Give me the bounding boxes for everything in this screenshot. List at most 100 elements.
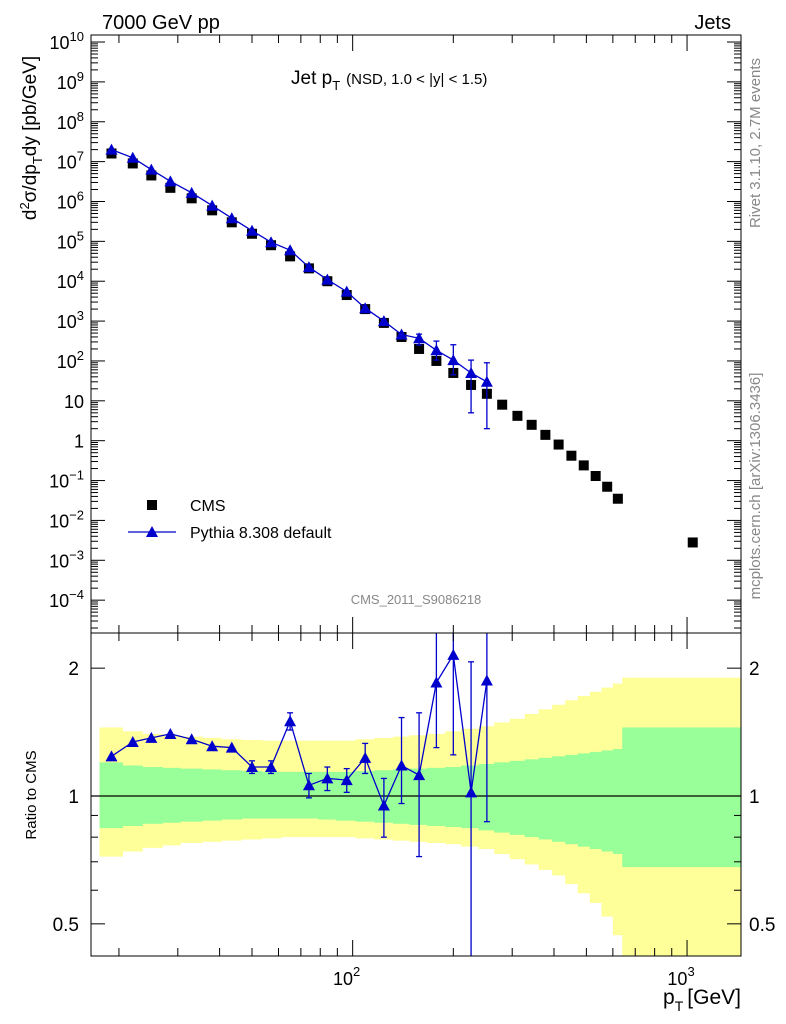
- band-inner-bin: [494, 762, 511, 833]
- pythia-ratio-point: [105, 750, 118, 762]
- plot-title: Jet pT (NSD, 1.0 < |y| < 1.5): [291, 68, 487, 93]
- pythia-ratio-point: [377, 799, 390, 811]
- pythia-point: [284, 244, 297, 256]
- x-tick-label: 102: [333, 964, 360, 989]
- ratio-y-tick-label-right: 0.5: [749, 915, 775, 936]
- ratio-y-ticks: [91, 667, 741, 925]
- pythia-point: [447, 354, 460, 366]
- main-y-tick-label: 104: [57, 268, 84, 292]
- band-inner-bin: [241, 771, 263, 819]
- cms-point: [687, 537, 698, 548]
- ratio-x-tick-labels: 102 103: [333, 964, 695, 989]
- band-inner-bin: [552, 756, 566, 842]
- cms-point: [566, 450, 577, 461]
- pythia-point: [126, 151, 139, 163]
- pythia-point: [395, 328, 408, 340]
- pythia-point: [185, 186, 198, 198]
- pythia-point: [105, 143, 118, 155]
- legend: CMS Pythia 8.308 default: [128, 498, 332, 542]
- pythia-point: [145, 163, 158, 175]
- band-inner-bin: [509, 760, 526, 835]
- pythia-ratio-point: [126, 736, 139, 748]
- main-y-tick-label: 10−1: [49, 468, 84, 492]
- cms-point: [590, 471, 601, 482]
- cms-point: [414, 343, 425, 354]
- cms-point: [146, 170, 157, 181]
- cms-point: [526, 419, 537, 430]
- pythia-ratio-series: [105, 633, 493, 956]
- main-y-tick-label: 1: [74, 432, 84, 452]
- pythia-point: [359, 302, 372, 314]
- pythia-point: [340, 285, 353, 297]
- pythia-ratio-point: [265, 761, 278, 773]
- main-y-tick-label: 1010: [50, 29, 85, 53]
- pythia-point: [302, 261, 315, 273]
- main-y-tick-label: 107: [57, 149, 84, 173]
- ratio-frame: [90, 632, 742, 957]
- pythia-point: [480, 375, 493, 387]
- cms-point: [165, 182, 176, 193]
- pythia-ratio-point: [465, 786, 478, 798]
- pythia-ratio-point: [359, 751, 372, 763]
- main-y-tick-label: 10−3: [49, 547, 84, 571]
- band-inner-bin: [565, 754, 579, 845]
- pythia-ratio-point: [246, 761, 259, 773]
- header-right: Jets: [694, 12, 731, 34]
- cms-series: [106, 148, 698, 548]
- ratio-y-tick-label-right: 1: [749, 787, 760, 808]
- main-y-tick-label: 106: [57, 188, 84, 212]
- pythia-ratio-point: [185, 733, 198, 745]
- band-inner-bin: [538, 757, 553, 840]
- ratio-y-tick-label: 0.5: [53, 915, 79, 936]
- pythia-ratio-point: [321, 772, 334, 784]
- main-y-tick-labels: 101010910810710610510410310210110−110−21…: [49, 29, 84, 611]
- cms-point: [540, 429, 551, 440]
- band-inner-bin: [180, 768, 203, 822]
- pythia-point: [206, 199, 219, 211]
- pythia-ratio-point: [302, 779, 315, 791]
- mcplots-label: mcplots.cern.ch [arXiv:1306.3436]: [747, 373, 764, 600]
- pythia-ratio-point: [340, 774, 353, 786]
- main-y-tick-label: 109: [57, 69, 84, 93]
- pythia-point: [321, 273, 334, 285]
- band-inner-bin: [524, 759, 540, 838]
- pythia-point: [246, 224, 259, 236]
- band-inner-bin: [427, 767, 446, 826]
- pythia-ratio-point: [395, 759, 408, 771]
- legend-pythia-marker: [146, 526, 158, 537]
- band-inner-bin: [162, 767, 181, 823]
- main-frame: [90, 34, 742, 634]
- band-inner-bin: [589, 751, 603, 850]
- cms-point: [186, 193, 197, 204]
- main-y-tick-label: 102: [57, 348, 84, 372]
- main-y-tick-label: 10−4: [49, 587, 84, 611]
- ratio-y-axis-title: Ratio to CMS: [23, 750, 40, 839]
- ratio-y-tick-labels: 2 2 1 1 0.5 0.5: [53, 659, 776, 936]
- band-inner-bin: [622, 727, 636, 868]
- ratio-x-ticks: [118, 633, 688, 956]
- pythia-ratio-point: [447, 648, 460, 660]
- pythia-point: [465, 366, 478, 378]
- pythia-ratio-point: [206, 740, 219, 752]
- pythia-ratio-point: [413, 769, 426, 781]
- main-x-ticks: [118, 35, 688, 633]
- main-panel: 101010910810710610510410310210110−110−21…: [17, 29, 742, 634]
- cms-point: [127, 158, 138, 169]
- pythia-point: [413, 332, 426, 344]
- header-left: 7000 GeV pp: [102, 12, 220, 34]
- band-inner-bin: [300, 771, 319, 819]
- legend-cms-label: CMS: [190, 498, 226, 515]
- main-y-tick-label: 10: [64, 392, 84, 412]
- main-y-ticks: [91, 41, 741, 629]
- band-inner-bin: [601, 750, 614, 852]
- cms-point: [602, 481, 613, 492]
- cms-point: [512, 410, 523, 421]
- pythia-point: [430, 344, 443, 356]
- pythia-ratio-point: [430, 676, 443, 688]
- band-inner-bin: [577, 753, 591, 847]
- main-y-tick-label: 10−2: [49, 507, 84, 531]
- watermark: CMS_2011_S9086218: [351, 592, 482, 607]
- pythia-point: [377, 315, 390, 327]
- pythia-ratio-point: [164, 727, 177, 739]
